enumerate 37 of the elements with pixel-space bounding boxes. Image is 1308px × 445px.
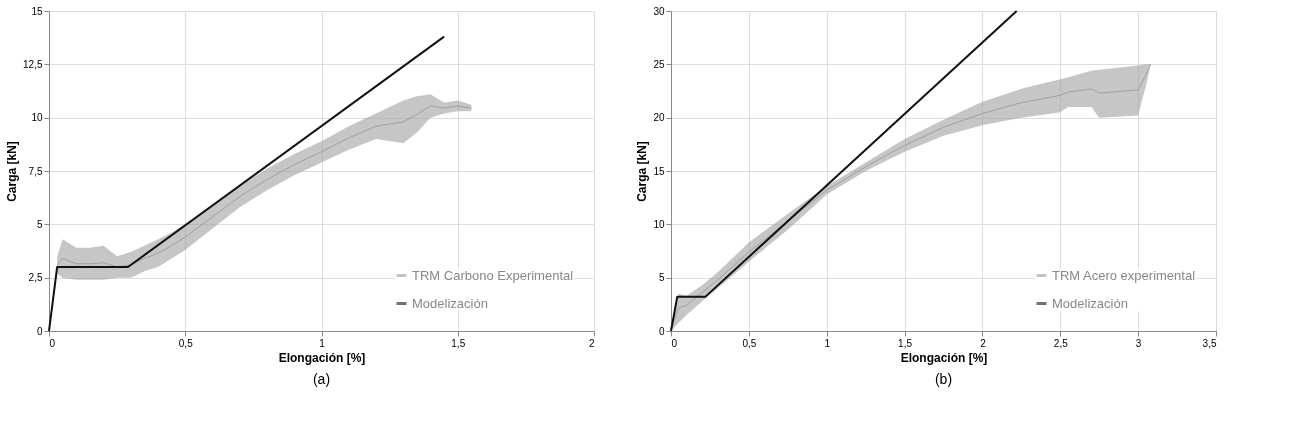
y-tick-label: 0 xyxy=(658,325,665,337)
y-tick-label: 5 xyxy=(36,218,43,230)
x-tick-label: 2 xyxy=(980,337,987,349)
x-tick-label: 0 xyxy=(49,337,56,349)
x-tick-label: 0,5 xyxy=(178,337,194,349)
x-axis-title: Elongación [%] xyxy=(278,350,366,365)
legend-label: Modelización xyxy=(1052,295,1128,311)
x-tick-label: 3 xyxy=(1135,337,1142,349)
x-tick-label: 1 xyxy=(319,337,326,349)
y-axis-title: Carga [kN] xyxy=(635,141,650,202)
text: (b) xyxy=(934,371,953,387)
y-tick-label: 20 xyxy=(653,112,665,124)
x-tick-label: 1,5 xyxy=(451,337,466,349)
x-tick-label: 0 xyxy=(671,337,678,349)
x-tick-label: 2,5 xyxy=(1053,337,1069,349)
y-tick-label: 12,5 xyxy=(23,58,43,70)
y-tick-label: 30 xyxy=(653,5,665,17)
legend-label: TRM Carbono Experimental xyxy=(412,267,574,283)
x-tick-label: 0,5 xyxy=(742,337,757,349)
y-tick-label: 15 xyxy=(653,165,665,177)
y-axis-title: Carga [kN] xyxy=(5,141,20,202)
legend-label: Modelización xyxy=(412,295,488,311)
y-tick-label: 10 xyxy=(31,112,43,124)
y-tick-label: 5 xyxy=(658,272,665,284)
x-tick-label: 3,5 xyxy=(1202,337,1217,349)
y-tick-label: 25 xyxy=(653,58,665,70)
y-tick-label: 10 xyxy=(653,218,665,230)
y-tick-label: 7,5 xyxy=(28,165,43,177)
x-tick-label: 2 xyxy=(588,337,595,349)
x-tick-label: 1 xyxy=(824,337,831,349)
text: (a) xyxy=(312,371,331,387)
y-tick-label: 15 xyxy=(31,5,43,17)
legend-label: TRM Acero experimental xyxy=(1052,267,1196,283)
y-tick-label: 0 xyxy=(36,325,43,337)
x-tick-label: 1,5 xyxy=(898,337,913,349)
x-axis-title: Elongación [%] xyxy=(900,350,988,365)
y-tick-label: 2,5 xyxy=(28,272,43,284)
